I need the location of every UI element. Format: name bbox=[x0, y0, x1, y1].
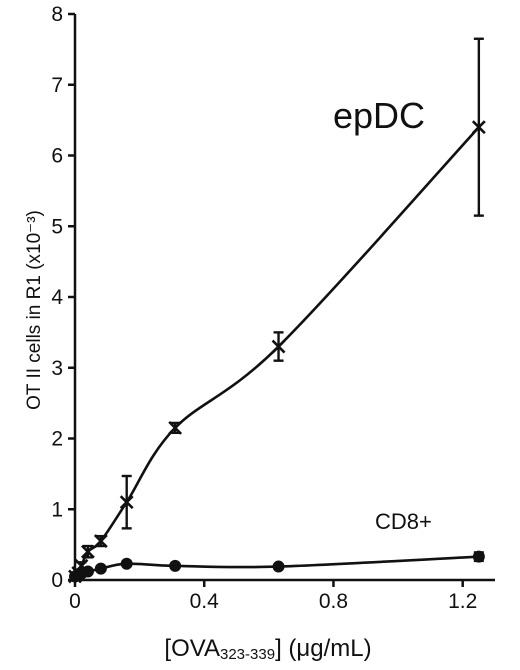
data-point-circle bbox=[120, 557, 133, 570]
data-point-x-marker bbox=[471, 120, 486, 135]
series-cd8 bbox=[69, 550, 485, 583]
x-axis-title: [OVA323-339] (μg/mL) bbox=[164, 635, 371, 663]
data-point-x-marker bbox=[93, 534, 108, 549]
data-point-x-marker bbox=[271, 339, 286, 354]
y-tick-label: 7 bbox=[51, 74, 63, 97]
data-point-circle bbox=[169, 559, 182, 572]
y-tick-label: 2 bbox=[51, 428, 63, 451]
data-point-x-marker bbox=[81, 544, 95, 559]
y-tick-label: 6 bbox=[51, 145, 63, 168]
y-tick-label: 3 bbox=[51, 357, 63, 380]
series-label-cd8: CD8+ bbox=[375, 509, 432, 534]
y-tick-label: 0 bbox=[51, 569, 63, 592]
series-label-epdc: epDC bbox=[333, 95, 425, 136]
axes bbox=[73, 14, 495, 582]
data-point-circle bbox=[472, 550, 485, 563]
x-tick-label: 0 bbox=[69, 590, 81, 613]
y-axis-title: OT II cells in R1 (x10⁻³) bbox=[24, 210, 45, 410]
data-point-x-marker bbox=[168, 420, 183, 435]
x-axis-title-subscript: 323-339 bbox=[220, 646, 275, 663]
y-tick-label: 1 bbox=[51, 498, 63, 521]
x-tick-label: 1.2 bbox=[448, 590, 477, 613]
y-tick-label: 4 bbox=[51, 286, 63, 309]
x-axis-title-open: [OVA bbox=[164, 635, 220, 662]
x-axis-title-close: ] (μg/mL) bbox=[275, 635, 372, 662]
x-ticks: 0 0.4 0.8 1.2 bbox=[69, 580, 477, 613]
data-point-circle bbox=[81, 565, 94, 578]
x-tick-label: 0.4 bbox=[190, 590, 220, 613]
data-point-circle bbox=[94, 562, 107, 575]
y-ticks: 0 1 2 3 4 5 6 7 8 bbox=[51, 3, 75, 592]
y-tick-label: 8 bbox=[51, 3, 63, 26]
x-tick-label: 0.8 bbox=[319, 590, 348, 613]
data-point-circle bbox=[272, 560, 285, 573]
series-layer bbox=[68, 37, 486, 584]
data-point-x-marker bbox=[119, 495, 134, 510]
y-tick-label: 5 bbox=[51, 215, 63, 238]
